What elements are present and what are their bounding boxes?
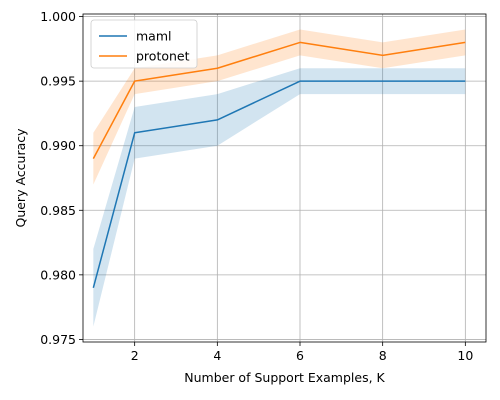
plot-frame — [82, 13, 487, 343]
x-axis-label: Number of Support Examples, K — [184, 370, 385, 385]
legend-label-protonet: protonet — [136, 49, 190, 64]
y-axis-ticks: 0.975 0.980 0.985 0.990 0.995 1.000 — [40, 9, 83, 347]
legend-label-maml: maml — [136, 29, 172, 44]
confidence-bands — [93, 29, 466, 327]
band-maml — [93, 68, 466, 327]
x-tick-label: 8 — [379, 348, 387, 363]
x-tick-label: 6 — [296, 348, 304, 363]
legend: maml protonet — [90, 19, 198, 69]
y-tick-label: 0.990 — [40, 138, 76, 153]
y-tick-label: 0.985 — [40, 203, 76, 218]
x-tick-label: 10 — [457, 348, 473, 363]
line-protonet — [92, 41, 466, 159]
x-tick-label: 2 — [131, 348, 139, 363]
y-tick-label: 0.995 — [40, 74, 76, 89]
x-axis-ticks: 2 4 6 8 10 — [131, 342, 473, 363]
y-axis-label: Query Accuracy — [13, 128, 28, 228]
y-tick-label: 1.000 — [40, 9, 76, 24]
y-tick-label: 0.980 — [40, 267, 76, 282]
x-tick-label: 4 — [213, 348, 221, 363]
line-maml — [92, 80, 466, 288]
y-tick-label: 0.975 — [40, 332, 76, 347]
series-lines — [92, 41, 466, 288]
